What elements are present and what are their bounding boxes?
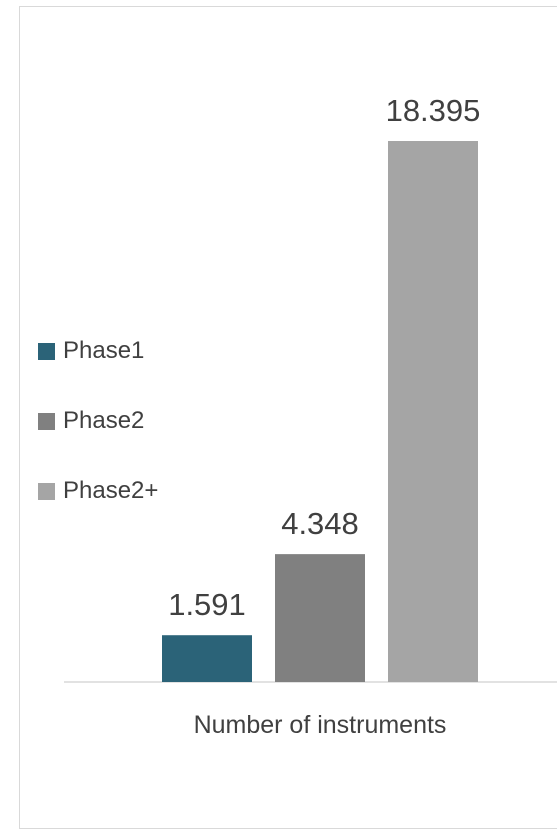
data-label-phase2: 4.348	[281, 506, 359, 541]
legend-item-phase2: Phase2	[38, 406, 158, 436]
data-label-phase1: 1.591	[168, 587, 246, 622]
legend-swatch-phase1	[38, 342, 55, 360]
bar-phase2plus	[388, 141, 478, 682]
data-labels-layer: 1.591 4.348 18.395	[168, 93, 480, 622]
legend-label-phase1: Phase1	[63, 337, 145, 364]
legend-item-phase2plus: Phase2+	[38, 476, 158, 506]
x-axis-label: Number of instruments	[194, 711, 447, 739]
legend-swatch-phase2plus	[38, 482, 55, 500]
legend-label-phase2plus: Phase2+	[63, 477, 159, 504]
legend: Phase1 Phase2 Phase2+	[38, 336, 158, 546]
legend-label-phase2: Phase2	[63, 407, 145, 434]
legend-item-phase1: Phase1	[38, 336, 158, 366]
bar-phase1	[162, 635, 252, 682]
bar-phase2	[275, 554, 365, 682]
bars-layer	[162, 141, 478, 682]
legend-swatch-phase2	[38, 412, 55, 430]
data-label-phase2plus: 18.395	[386, 93, 481, 128]
